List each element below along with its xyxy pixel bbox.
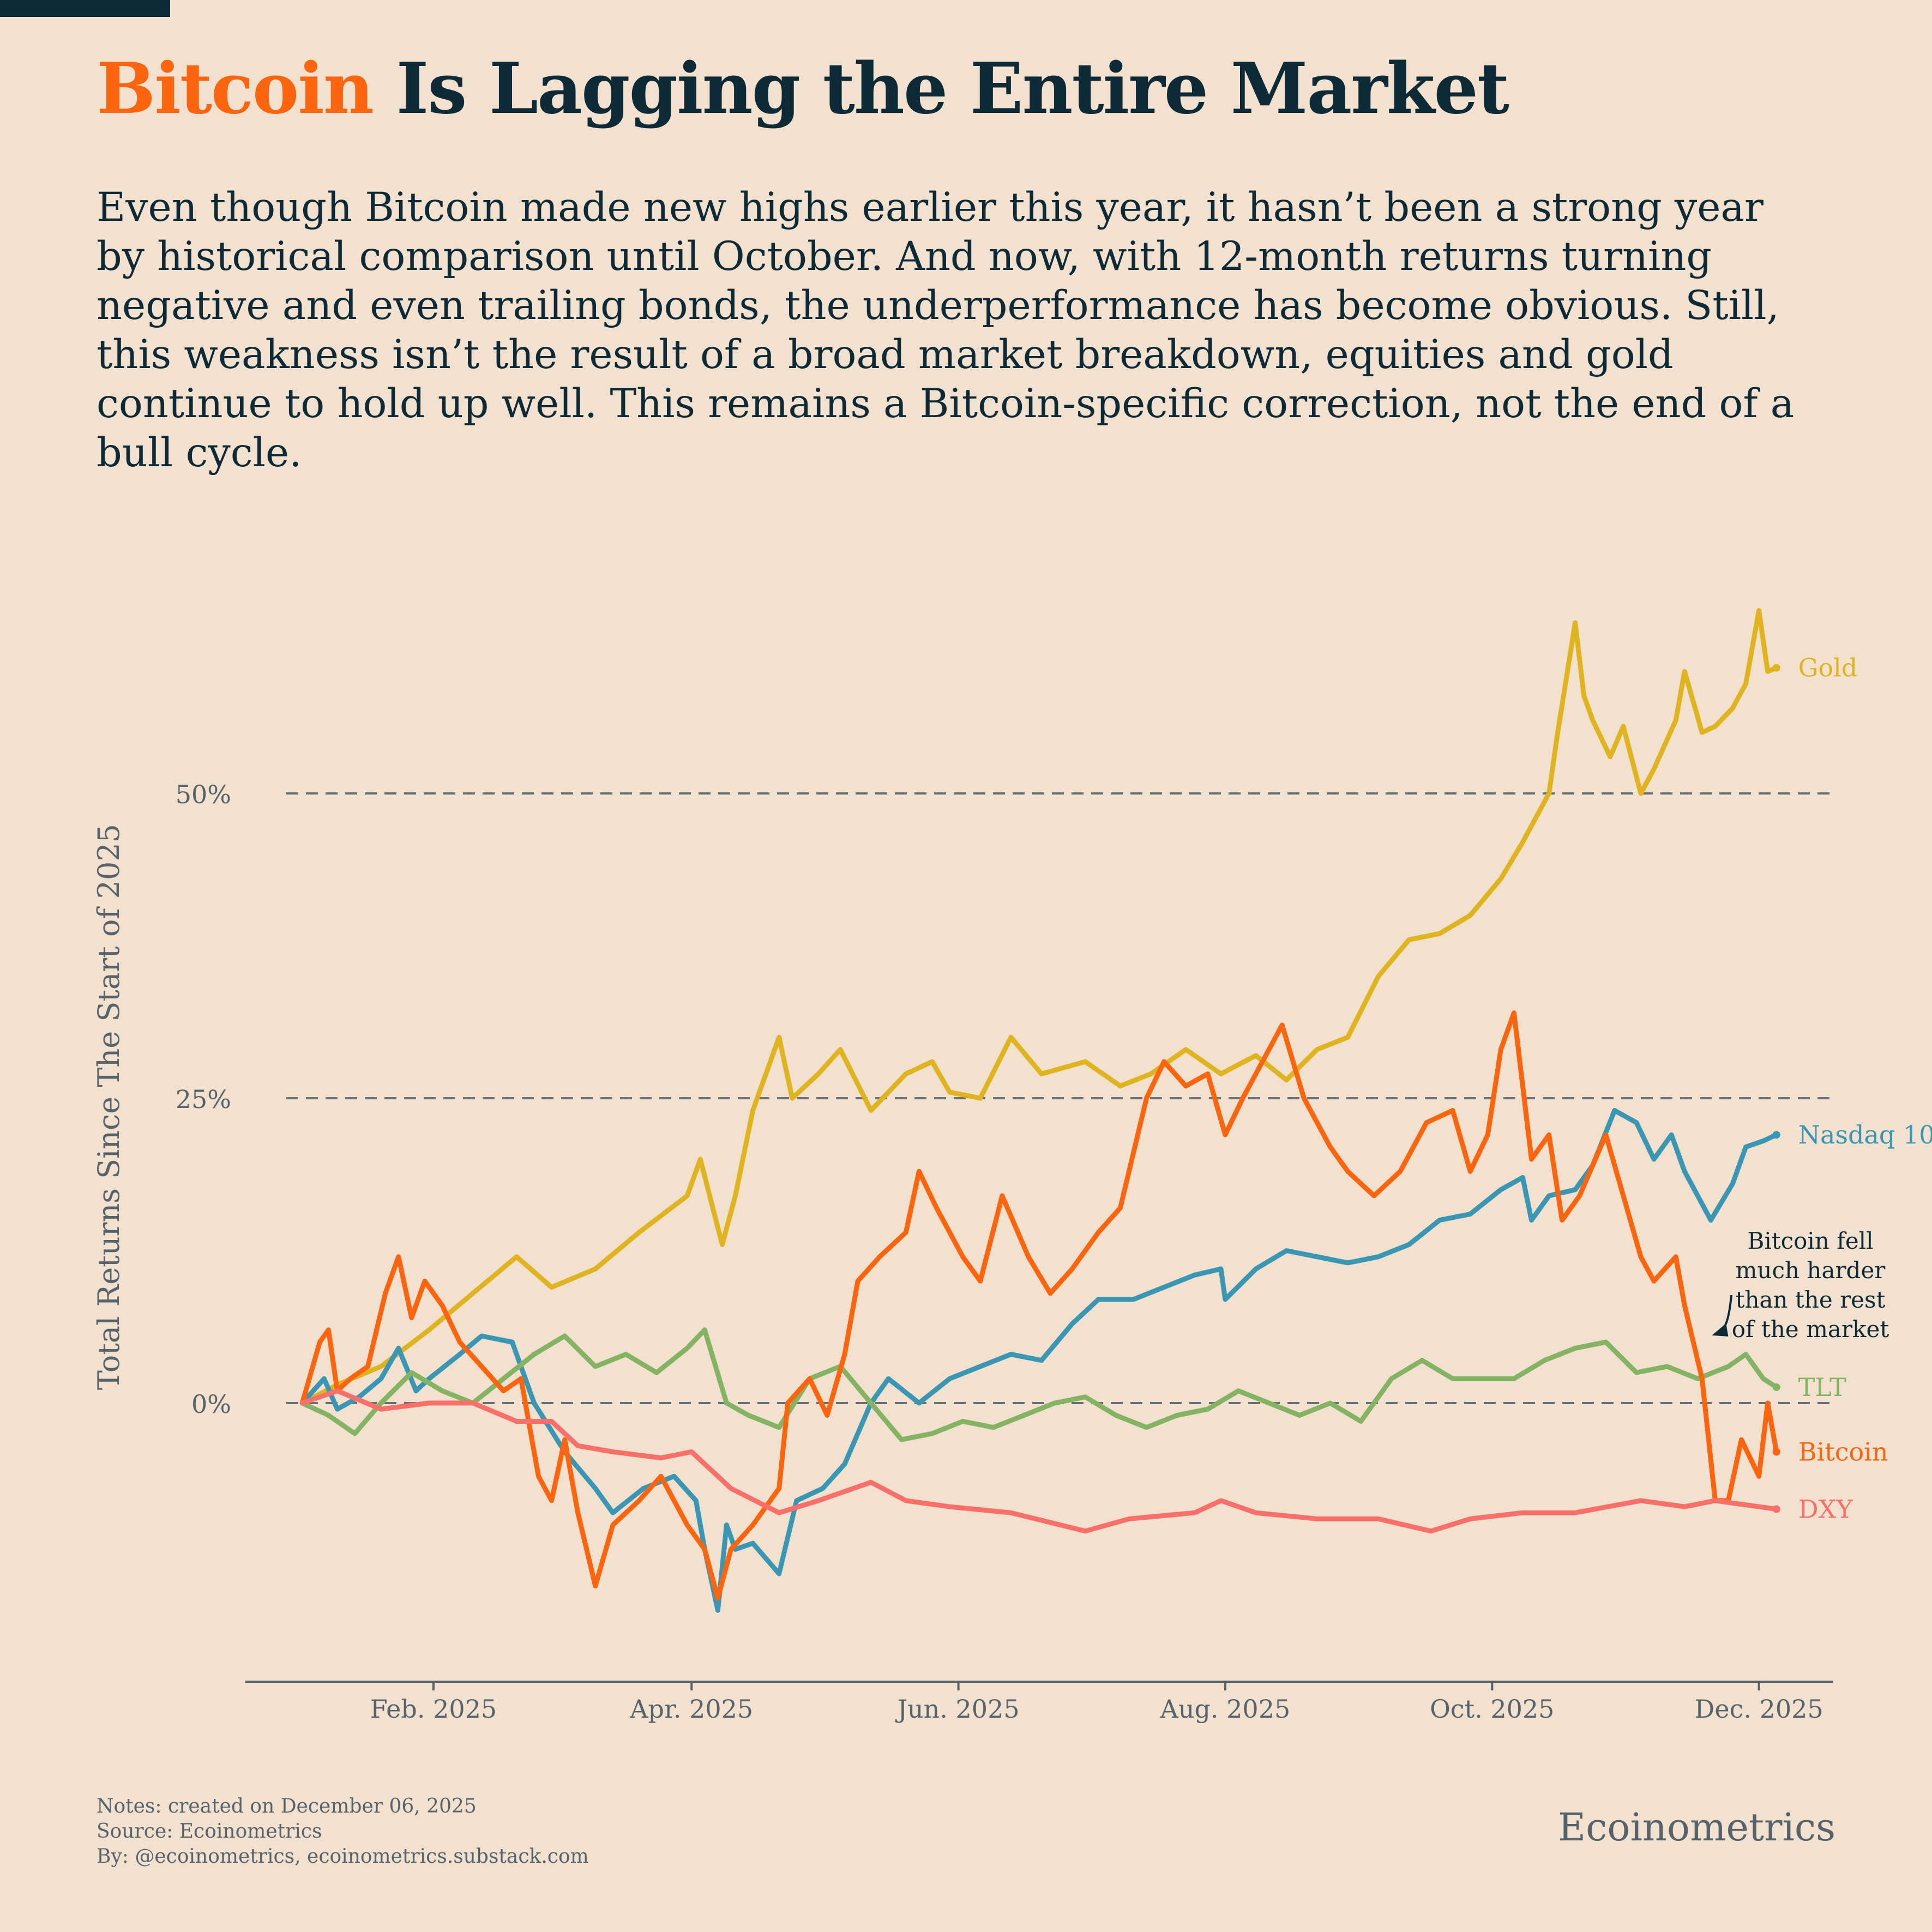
axes: 0% 25% 50% Feb. 2025 Apr. 2025 Jun. 2025 Aug. … — [92, 780, 1833, 1724]
y-tick-label: 50% — [176, 780, 231, 809]
source-line: Source: Ecoinometrics — [97, 1820, 322, 1843]
top-accent-bar — [0, 0, 170, 17]
series-line-nasdaq-100 — [299, 1108, 1779, 1613]
by-line: By: @ecoinometrics, ecoinometrics.substa… — [97, 1845, 589, 1868]
series-end-dot-bitcoin — [1772, 1448, 1780, 1456]
annotation-text-line: Bitcoin fell — [1747, 1227, 1873, 1254]
series-end-dot-dxy — [1772, 1505, 1780, 1513]
series-label-bitcoin: Bitcoin — [1798, 1437, 1888, 1466]
annotation-text-line: than the rest — [1736, 1286, 1886, 1313]
series-label-gold: Gold — [1798, 653, 1858, 683]
annotation-text-line: of the market — [1732, 1316, 1889, 1343]
series-line-tlt — [299, 1327, 1779, 1442]
annotation-arrowhead — [1712, 1323, 1729, 1337]
series-label-tlt: TLT — [1798, 1373, 1846, 1402]
series-end-dot-nasdaq-100 — [1772, 1131, 1780, 1139]
series-label-dxy: DXY — [1798, 1495, 1853, 1524]
x-tick-label: Dec. 2025 — [1695, 1694, 1823, 1724]
series-end-dot-gold — [1772, 664, 1780, 672]
page-subtitle: Even though Bitcoin made new highs earli… — [97, 184, 1795, 476]
series-line-dxy — [299, 1388, 1779, 1534]
annotation-arrow — [1721, 1295, 1732, 1331]
x-tick-label: Feb. 2025 — [370, 1694, 497, 1724]
series-line-bitcoin — [299, 1010, 1779, 1601]
x-tick-label: Oct. 2025 — [1430, 1694, 1554, 1724]
page-title: Bitcoin Is Lagging the Entire Market — [97, 48, 1510, 130]
grid-lines — [286, 792, 1833, 1404]
y-tick-label: 25% — [176, 1085, 231, 1114]
series-line-gold — [299, 608, 1779, 1406]
title-rest: Is Lagging the Entire Market — [372, 48, 1510, 130]
y-axis-label: Total Returns Since The Start of 2025 — [92, 824, 126, 1390]
annotation-text-line: much harder — [1736, 1257, 1886, 1284]
series-end-dot-tlt — [1772, 1383, 1780, 1391]
x-tick-label: Apr. 2025 — [629, 1694, 753, 1724]
brand-logo-text: Ecoinometrics — [1558, 1805, 1835, 1850]
series-lines — [299, 608, 1780, 1613]
series-labels: Gold Nasdaq 100 TLT Bitcoin DXY — [1798, 653, 1932, 1524]
y-tick-label: 0% — [191, 1389, 231, 1419]
x-tick-label: Jun. 2025 — [895, 1694, 1020, 1724]
x-tick-label: Aug. 2025 — [1160, 1694, 1291, 1724]
notes-line: Notes: created on December 06, 2025 — [97, 1795, 477, 1817]
title-accent: Bitcoin — [97, 48, 374, 130]
footer-notes: Notes: created on December 06, 2025 Sour… — [97, 1794, 589, 1869]
series-label-nasdaq-100: Nasdaq 100 — [1798, 1120, 1932, 1149]
